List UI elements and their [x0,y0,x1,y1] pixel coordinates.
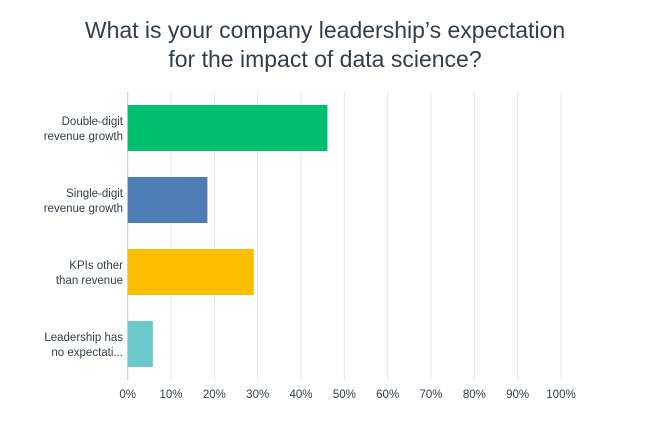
x-tick-label: 40% [290,389,313,401]
x-tick-label: 80% [463,389,486,401]
category-label: Single-digit revenue growth [44,188,124,215]
bar [127,105,328,151]
x-tick-label: 70% [419,389,442,401]
bar [127,321,153,367]
category-label: KPIs other than revenue [56,260,123,287]
chart-title: What is your company leadership’s expect… [0,16,650,74]
x-tick-label: 90% [506,389,529,401]
chart-title-line: for the impact of data science? [168,46,482,72]
chart-title-line: What is your company leadership’s expect… [84,17,566,43]
x-tick-label: 0% [119,389,136,401]
x-tick-label: 20% [203,389,226,401]
x-tick-label: 60% [376,389,399,401]
x-tick-label: 50% [333,389,356,401]
bar [127,177,208,223]
category-label: Double-digit revenue growth [44,116,124,143]
bar [127,249,254,295]
category-label: Leadership has no expectati... [44,332,123,359]
x-tick-label: 100% [546,389,575,401]
x-tick-label: 10% [160,389,183,401]
x-tick-label: 30% [246,389,269,401]
